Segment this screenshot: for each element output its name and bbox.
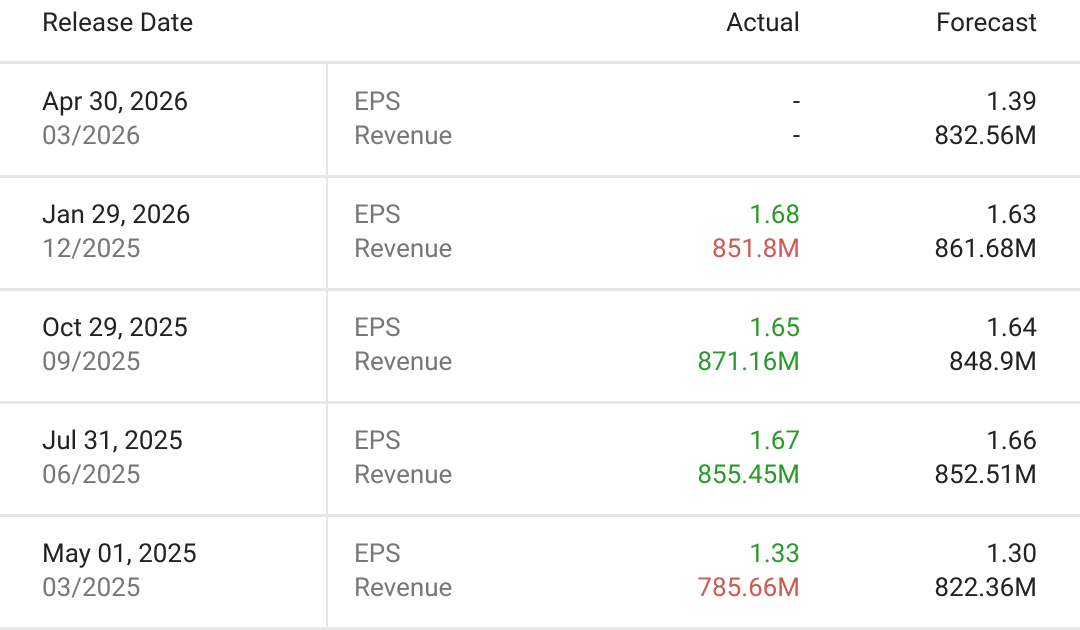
actual-value: 855.45M (697, 460, 800, 490)
forecast-value: 1.63 (986, 200, 1037, 230)
period: 06/2025 (42, 460, 141, 490)
row-divider (0, 401, 1080, 404)
row-divider (0, 288, 1080, 291)
release-date: Oct 29, 2025 (42, 313, 188, 343)
metric-label: Revenue (354, 460, 453, 490)
actual-value: 785.66M (697, 573, 800, 603)
release-date: Apr 30, 2026 (42, 87, 189, 117)
metric-label: Revenue (354, 121, 453, 151)
metric-label: EPS (354, 426, 401, 456)
period: 12/2025 (42, 234, 141, 264)
metric-label: Revenue (354, 573, 453, 603)
forecast-value: 1.39 (986, 87, 1037, 117)
actual-value: 1.68 (749, 200, 800, 230)
forecast-value: 1.30 (986, 539, 1037, 569)
actual-value: - (792, 87, 800, 117)
header-divider (0, 61, 1080, 64)
header-date: Release Date (42, 8, 194, 38)
metric-label: Revenue (354, 234, 453, 264)
release-date: Jul 31, 2025 (42, 426, 183, 456)
header-actual: Actual (726, 8, 800, 38)
header-forecast: Forecast (936, 8, 1037, 38)
actual-value: - (792, 121, 800, 151)
forecast-value: 832.56M (934, 121, 1037, 151)
actual-value: 871.16M (697, 347, 800, 377)
metric-label: EPS (354, 539, 401, 569)
forecast-value: 852.51M (934, 460, 1037, 490)
period: 09/2025 (42, 347, 141, 377)
forecast-value: 1.66 (986, 426, 1037, 456)
metric-label: Revenue (354, 347, 453, 377)
row-divider (0, 627, 1080, 630)
release-date: Jan 29, 2026 (42, 200, 191, 230)
row-divider (0, 514, 1080, 517)
metric-label: EPS (354, 200, 401, 230)
forecast-value: 822.36M (934, 573, 1037, 603)
period: 03/2025 (42, 573, 141, 603)
actual-value: 1.67 (749, 426, 800, 456)
forecast-value: 1.64 (986, 313, 1037, 343)
row-divider (0, 175, 1080, 178)
actual-value: 1.33 (749, 539, 800, 569)
column-divider (326, 64, 328, 627)
forecast-value: 848.9M (948, 347, 1037, 377)
period: 03/2026 (42, 121, 141, 151)
metric-label: EPS (354, 313, 401, 343)
actual-value: 851.8M (711, 234, 800, 264)
release-date: May 01, 2025 (42, 539, 197, 569)
actual-value: 1.65 (749, 313, 800, 343)
metric-label: EPS (354, 87, 401, 117)
forecast-value: 861.68M (934, 234, 1037, 264)
